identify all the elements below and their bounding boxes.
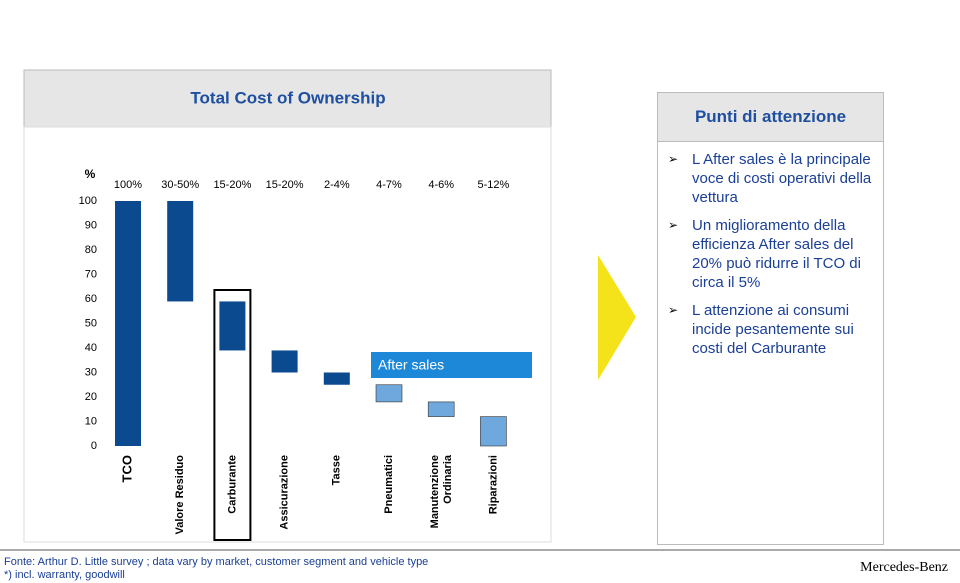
x-tick-label: Manutenzione xyxy=(429,455,441,528)
brand: Mercedes-Benz xyxy=(860,560,948,575)
range-label: 15-20% xyxy=(266,179,304,191)
footer-source: Fonte: Arthur D. Little survey ; data va… xyxy=(4,556,428,568)
bullet-list: L After sales è la principale voce di co… xyxy=(658,142,883,358)
arrow xyxy=(598,255,636,380)
range-label: 2-4% xyxy=(324,179,350,191)
bullet: L After sales è la principale voce di co… xyxy=(668,150,877,207)
x-tick-label: Riparazioni xyxy=(487,455,499,514)
bar xyxy=(167,201,194,302)
y-tick-label: 90 xyxy=(85,219,97,231)
y-tick-label: 40 xyxy=(85,342,97,354)
range-label: 4-7% xyxy=(376,179,402,191)
x-tick-label: Assicurazione xyxy=(279,455,291,530)
x-tick-label: TCO xyxy=(119,455,134,482)
bar xyxy=(480,416,507,447)
annotation-box xyxy=(371,352,532,378)
chart-title: Total Cost of Ownership xyxy=(190,88,385,107)
bar xyxy=(115,201,141,446)
x-tick-label: Valore Residuo xyxy=(174,455,186,535)
panel-title: Punti di attenzione xyxy=(658,93,883,142)
range-label: 5-12% xyxy=(478,179,510,191)
bar xyxy=(219,301,246,351)
bar xyxy=(323,372,350,385)
x-tick-label: Carburante xyxy=(226,455,238,514)
y-tick-label: 80 xyxy=(85,244,97,256)
bullet: L attenzione ai consumi incide pesanteme… xyxy=(668,301,877,358)
bullet: Un miglioramento della efficienza After … xyxy=(668,216,877,292)
chart-header xyxy=(23,69,552,128)
footer-note: *) incl. warranty, goodwill xyxy=(4,569,125,581)
highlight-frame xyxy=(213,289,252,541)
range-label: 100% xyxy=(114,179,142,191)
y-tick-label: 20 xyxy=(85,391,97,403)
bar xyxy=(375,384,403,403)
y-tick-label: 100 xyxy=(79,195,97,207)
y-tick-label: 10 xyxy=(85,415,97,427)
range-label: 15-20% xyxy=(213,179,251,191)
y-tick-label: 0 xyxy=(91,440,97,452)
y-axis-label: % xyxy=(85,167,96,181)
y-tick-label: 50 xyxy=(85,317,97,329)
range-label: 4-6% xyxy=(428,179,454,191)
y-tick-label: 60 xyxy=(85,293,97,305)
side-panel: Punti di attenzione L After sales è la p… xyxy=(657,92,884,545)
x-tick-label: Tasse xyxy=(331,455,343,485)
range-label: 30-50% xyxy=(161,179,199,191)
bar xyxy=(427,401,455,417)
bar xyxy=(271,350,298,373)
x-tick-label: Pneumatici xyxy=(383,455,395,514)
y-tick-label: 70 xyxy=(85,268,97,280)
annotation: After sales xyxy=(378,357,444,373)
y-tick-label: 30 xyxy=(85,366,97,378)
x-tick-label: Ordinaria xyxy=(442,454,454,504)
chart-area xyxy=(23,126,552,543)
